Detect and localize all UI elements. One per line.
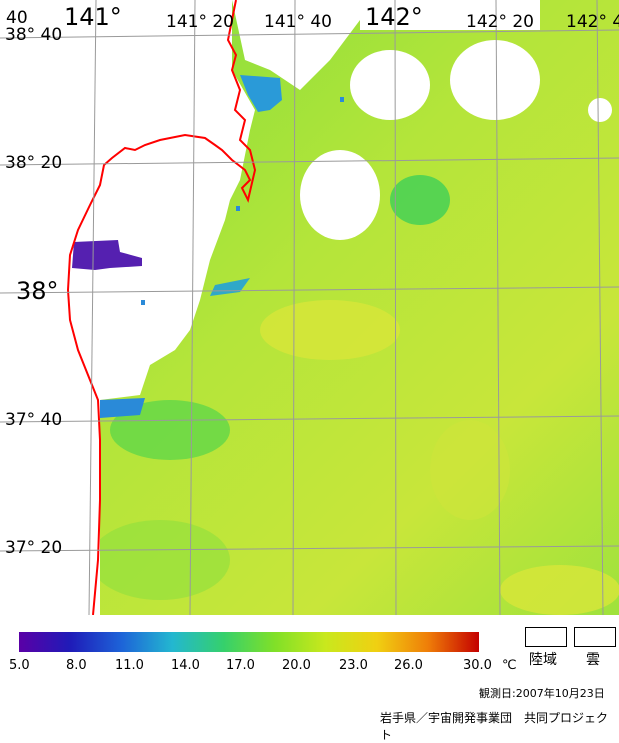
scale-tick: 17.0 xyxy=(226,658,255,673)
scale-tick: 30.0 xyxy=(463,658,492,673)
lat-label-38-20: 38° 20 xyxy=(5,153,63,173)
cold-water xyxy=(240,75,282,112)
observation-date: 観測日:2007年10月23日 xyxy=(479,687,605,700)
warm-patch xyxy=(500,565,619,615)
cold-spot xyxy=(72,240,142,270)
cloud-area xyxy=(350,50,430,120)
sst-map xyxy=(0,0,619,615)
scale-unit: ℃ xyxy=(502,658,517,673)
scale-tick: 26.0 xyxy=(394,658,423,673)
cold-spot xyxy=(340,97,344,102)
cold-spot xyxy=(236,206,240,211)
cold-water xyxy=(100,398,145,418)
lon-label-141: 141° xyxy=(64,3,122,31)
scale-tick: 14.0 xyxy=(171,658,200,673)
scale-tick: 11.0 xyxy=(115,658,144,673)
lat-label-37-40: 37° 40 xyxy=(5,410,63,430)
scale-tick: 23.0 xyxy=(339,658,368,673)
cloud-swatch xyxy=(574,627,616,647)
scale-tick: 5.0 xyxy=(9,658,30,673)
lon-label-141-20: 141° 20 xyxy=(166,12,234,32)
cloud-legend-label: 雲 xyxy=(586,652,600,668)
lat-label-37-20: 37° 20 xyxy=(5,538,63,558)
cold-water xyxy=(210,278,250,296)
coastline xyxy=(66,0,257,615)
cool-patch xyxy=(390,175,450,225)
corner-label: 40 xyxy=(6,8,28,28)
lon-label-142-40: 142° 40 xyxy=(566,14,619,31)
color-scale-bar xyxy=(19,632,479,652)
land-area xyxy=(0,0,255,615)
lon-label-142-20: 142° 20 xyxy=(466,12,534,32)
graticule xyxy=(0,0,619,615)
land-legend-label: 陸域 xyxy=(529,652,557,668)
lon-label-141-40: 141° 40 xyxy=(264,12,332,32)
cold-spot xyxy=(141,300,145,305)
credit-line: 岩手県／宇宙開発事業団 共同プロジェクト xyxy=(380,711,609,742)
land-swatch xyxy=(525,627,567,647)
cloud-area xyxy=(450,40,540,120)
lat-label-38: 38° xyxy=(16,277,59,305)
warm-patch xyxy=(260,300,400,360)
cloud-area xyxy=(300,150,380,240)
lat-label-38-40: 38° 40 xyxy=(5,25,63,45)
scale-tick: 20.0 xyxy=(282,658,311,673)
cloud-area xyxy=(588,98,612,122)
cool-patch xyxy=(90,520,230,600)
cloud-area xyxy=(360,0,540,30)
land-area xyxy=(232,0,360,90)
scale-tick: 8.0 xyxy=(66,658,87,673)
warm-patch xyxy=(430,420,510,520)
lon-label-142: 142° xyxy=(365,3,423,31)
